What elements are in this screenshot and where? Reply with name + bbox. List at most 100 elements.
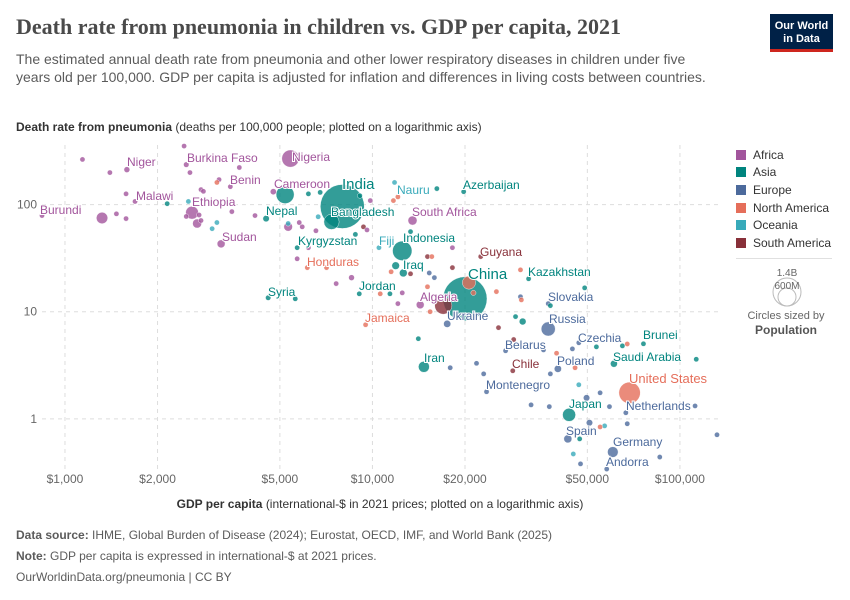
point-country[interactable]: [164, 200, 170, 207]
point-united-states[interactable]: [618, 381, 641, 404]
point-country[interactable]: [449, 244, 456, 251]
point-netherlands[interactable]: [623, 409, 629, 416]
point-country[interactable]: [597, 424, 603, 430]
point-russia[interactable]: [540, 321, 556, 337]
point-country[interactable]: [656, 454, 663, 460]
point-country[interactable]: [323, 264, 330, 271]
point-kyrgyzstan[interactable]: [294, 244, 300, 251]
point-country[interactable]: [387, 290, 393, 297]
point-ukraine[interactable]: [443, 320, 451, 328]
point-country[interactable]: [113, 211, 120, 217]
point-country[interactable]: [593, 344, 600, 350]
point-malawi[interactable]: [132, 198, 138, 205]
point-country[interactable]: [431, 274, 438, 281]
point-belarus[interactable]: [502, 347, 509, 354]
point-country[interactable]: [214, 219, 220, 226]
point-country[interactable]: [236, 164, 243, 171]
point-country[interactable]: [512, 313, 519, 320]
point-czechia[interactable]: [576, 339, 582, 346]
point-nigeria[interactable]: [281, 149, 300, 168]
point-country[interactable]: [181, 143, 187, 149]
point-country[interactable]: [480, 371, 487, 377]
point-country[interactable]: [546, 403, 553, 410]
point-country[interactable]: [407, 270, 414, 277]
point-fiji[interactable]: [376, 244, 382, 251]
point-country[interactable]: [200, 188, 207, 195]
point-iraq[interactable]: [391, 261, 400, 270]
point-iran[interactable]: [418, 361, 430, 373]
point-country[interactable]: [426, 270, 433, 276]
legend-item[interactable]: Europe: [736, 181, 831, 199]
point-country[interactable]: [348, 274, 355, 281]
point-country[interactable]: [296, 219, 303, 226]
point-country[interactable]: [493, 288, 500, 295]
point-country[interactable]: [619, 343, 626, 349]
point-country[interactable]: [570, 451, 577, 457]
point-country[interactable]: [447, 364, 453, 371]
point-country[interactable]: [352, 231, 359, 238]
point-country[interactable]: [315, 213, 321, 220]
point-country[interactable]: [198, 217, 204, 224]
point-country[interactable]: [583, 394, 590, 402]
point-country[interactable]: [123, 215, 129, 222]
point-jordan[interactable]: [356, 290, 363, 297]
point-country[interactable]: [388, 268, 394, 275]
point-country[interactable]: [473, 360, 480, 367]
point-country[interactable]: [429, 253, 435, 260]
point-nauru[interactable]: [391, 179, 398, 186]
point-country[interactable]: [275, 185, 295, 204]
point-azerbaijan[interactable]: [460, 188, 467, 195]
point-country[interactable]: [692, 403, 698, 409]
point-country[interactable]: [395, 194, 401, 200]
point-country[interactable]: [569, 346, 576, 352]
point-country[interactable]: [317, 189, 323, 196]
point-country[interactable]: [427, 308, 433, 315]
legend-item[interactable]: Asia: [736, 164, 831, 182]
point-country[interactable]: [577, 461, 584, 467]
point-country[interactable]: [187, 169, 193, 176]
point-country[interactable]: [364, 227, 370, 233]
point-country[interactable]: [367, 197, 374, 204]
point-country[interactable]: [586, 419, 593, 427]
point-country[interactable]: [196, 212, 202, 218]
owid-logo[interactable]: Our World in Data: [770, 14, 833, 52]
legend-item[interactable]: Oceania: [736, 216, 831, 234]
point-country[interactable]: [107, 169, 113, 176]
point-country[interactable]: [434, 185, 440, 192]
point-country[interactable]: [214, 179, 220, 186]
point-country[interactable]: [576, 436, 583, 442]
point-country[interactable]: [518, 297, 525, 303]
point-country[interactable]: [449, 264, 456, 271]
point-kazakhstan[interactable]: [525, 275, 532, 282]
point-country[interactable]: [399, 290, 406, 296]
point-burkina-faso[interactable]: [183, 161, 190, 168]
point-country[interactable]: [294, 255, 300, 262]
point-country[interactable]: [285, 220, 291, 227]
point-country[interactable]: [305, 191, 312, 197]
point-country[interactable]: [357, 192, 363, 199]
point-country[interactable]: [553, 350, 560, 356]
point-country[interactable]: [576, 381, 582, 388]
point-country[interactable]: [185, 198, 192, 205]
point-country[interactable]: [510, 336, 517, 343]
point-country[interactable]: [377, 290, 384, 297]
point-country[interactable]: [547, 371, 554, 377]
point-country[interactable]: [624, 341, 631, 347]
point-country[interactable]: [299, 224, 306, 230]
point-country[interactable]: [229, 208, 235, 215]
point-jamaica[interactable]: [362, 321, 369, 328]
source-url-link[interactable]: OurWorldinData.org/pneumonia | CC BY: [16, 570, 232, 584]
point-country[interactable]: [540, 347, 547, 353]
point-brunei[interactable]: [640, 340, 647, 347]
point-country[interactable]: [123, 191, 129, 197]
point-country[interactable]: [407, 228, 414, 235]
point-country[interactable]: [305, 244, 312, 251]
point-country[interactable]: [597, 390, 603, 396]
point-country[interactable]: [434, 296, 453, 315]
point-country[interactable]: [395, 300, 401, 307]
point-nepal[interactable]: [262, 215, 270, 223]
point-indonesia[interactable]: [392, 240, 413, 261]
point-south-africa[interactable]: [407, 215, 418, 226]
point-japan[interactable]: [562, 408, 576, 422]
point-montenegro[interactable]: [483, 388, 490, 395]
